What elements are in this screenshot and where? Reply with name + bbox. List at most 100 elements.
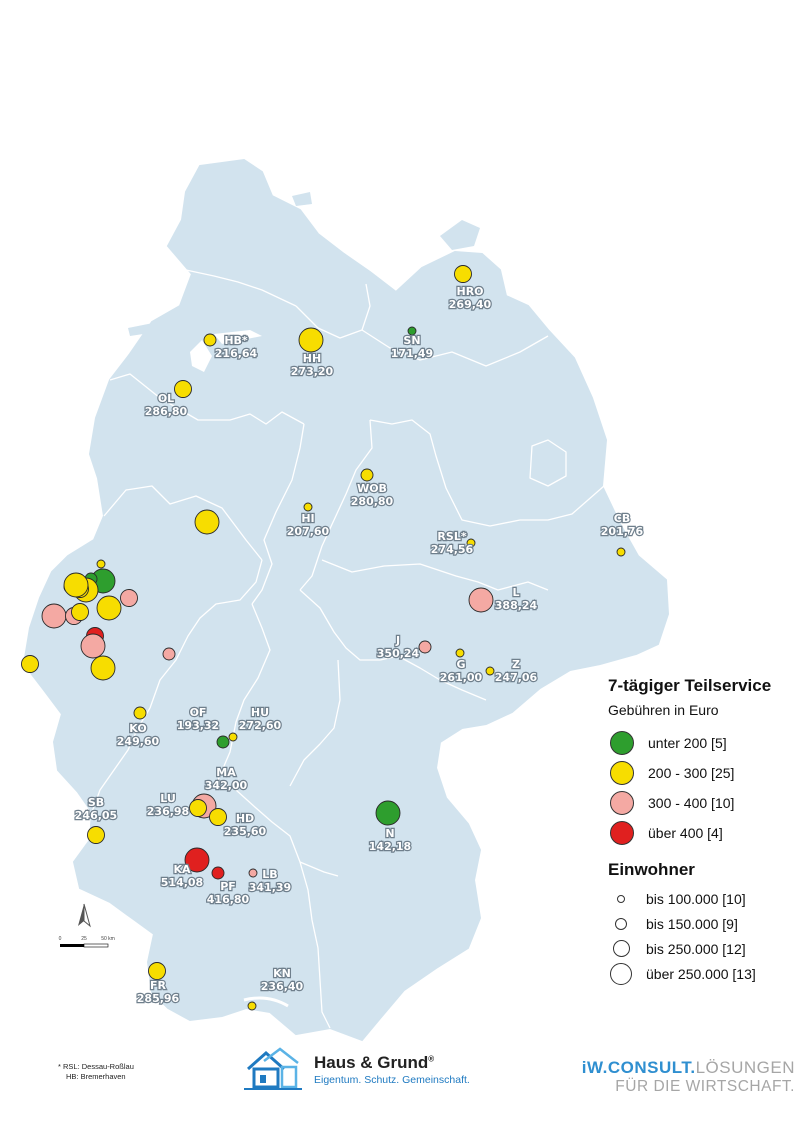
city-bubble-lu bbox=[189, 799, 207, 817]
population-size-circle bbox=[612, 940, 630, 957]
iw-tagline: FÜR DIE WIRTSCHAFT. bbox=[615, 1078, 795, 1095]
city-code-label: FR bbox=[150, 979, 167, 992]
city-code-label: HRO bbox=[456, 285, 483, 298]
city-fee-label: 142,18 bbox=[369, 840, 411, 853]
city-fee-label: 342,00 bbox=[205, 779, 248, 792]
baltic-island-ruegen bbox=[440, 220, 480, 250]
ruhr-city-bubble bbox=[194, 509, 220, 535]
city-code-label: KO bbox=[129, 722, 146, 735]
city-bubble-hb bbox=[203, 333, 217, 347]
city-fee-label: 236,98 bbox=[147, 805, 189, 818]
city-fee-label: 514,08 bbox=[161, 876, 203, 889]
elbe-estuary bbox=[214, 330, 262, 344]
iw-consult-logo: iW.CONSULT.LÖSUNGEN FÜR DIE WIRTSCHAFT. bbox=[555, 1058, 795, 1096]
population-class-legend-item: bis 100.000 [10] bbox=[608, 886, 808, 911]
city-bubble-n bbox=[375, 800, 401, 826]
ruhr-city-bubble bbox=[41, 603, 67, 629]
city-bubble-cb bbox=[616, 547, 626, 557]
city-code-label: HB* bbox=[224, 334, 248, 347]
fee-class-swatch bbox=[610, 761, 634, 785]
city-code-label: OF bbox=[190, 706, 207, 719]
city-bubble-ol bbox=[174, 380, 192, 398]
city-fee-label: 247,06 bbox=[495, 671, 538, 684]
scale-bar: 0 25 50 km bbox=[59, 936, 115, 948]
lake-constance bbox=[243, 996, 289, 1008]
city-fee-label: 249,60 bbox=[117, 735, 160, 748]
city-bubble-sb bbox=[87, 826, 105, 844]
fee-class-legend-item: unter 200 [5] bbox=[608, 728, 808, 758]
population-class-legend-item: bis 250.000 [12] bbox=[608, 936, 808, 961]
city-code-label: SB bbox=[88, 796, 104, 809]
city-code-label: KN bbox=[273, 967, 291, 980]
city-bubbles bbox=[87, 265, 626, 1011]
north-sea-islands bbox=[128, 320, 170, 336]
city-fee-label: 269,40 bbox=[449, 298, 492, 311]
city-code-label: CB bbox=[614, 512, 630, 525]
city-fee-label: 236,40 bbox=[261, 980, 304, 993]
population-size-circle bbox=[617, 894, 625, 903]
city-bubble-j bbox=[418, 640, 432, 654]
fee-class-swatch bbox=[610, 791, 634, 815]
city-fee-label: 286,80 bbox=[145, 405, 188, 418]
fee-class-swatch bbox=[610, 731, 634, 755]
city-fee-label: 216,64 bbox=[215, 347, 258, 360]
population-class-label: bis 100.000 [10] bbox=[646, 890, 746, 907]
city-fee-label: 193,32 bbox=[177, 719, 219, 732]
hg-tagline: Eigentum. Schutz. Gemeinschaft. bbox=[314, 1073, 470, 1086]
city-fee-label: 416,80 bbox=[207, 893, 250, 906]
city-fee-label: 207,60 bbox=[287, 525, 330, 538]
fee-class-label: 200 - 300 [25] bbox=[648, 765, 735, 781]
city-bubble-pf bbox=[211, 866, 225, 880]
city-code-label: SN bbox=[403, 334, 420, 347]
fee-class-legend-item: über 400 [4] bbox=[608, 818, 808, 848]
city-code-label: LU bbox=[160, 792, 176, 805]
fee-class-label: 300 - 400 [10] bbox=[648, 795, 735, 811]
city-fee-label: 273,20 bbox=[291, 365, 334, 378]
city-bubble-hi bbox=[303, 502, 313, 512]
city-code-label: LB bbox=[262, 868, 277, 881]
city-bubble-fr bbox=[148, 962, 166, 980]
house-icon bbox=[244, 1047, 302, 1090]
ruhr-bubbles bbox=[21, 509, 220, 681]
city-bubble-sn bbox=[407, 326, 417, 336]
haus-und-grund-logo: Haus & Grund® Eigentum. Schutz. Gemeinsc… bbox=[244, 1047, 470, 1091]
fee-class-legend-item: 200 - 300 [25] bbox=[608, 758, 808, 788]
city-fee-label: 350,24 bbox=[377, 647, 420, 660]
city-bubble-wob bbox=[360, 468, 374, 482]
city-bubble-ko bbox=[133, 706, 147, 720]
footnote-line-1: * RSL: Dessau-Roßlau bbox=[58, 1062, 134, 1071]
legend: 7-tägiger Teilservice Gebühren in Euro u… bbox=[608, 676, 808, 986]
population-size-circle bbox=[610, 962, 632, 985]
hg-name: Haus & Grund bbox=[314, 1052, 429, 1072]
ruhr-city-bubble bbox=[63, 572, 89, 598]
population-size-circle bbox=[615, 917, 627, 930]
city-code-label: RSL* bbox=[437, 530, 466, 543]
population-title: Einwohner bbox=[608, 860, 695, 879]
city-fee-label: 171,49 bbox=[391, 347, 433, 360]
ruhr-city-bubble bbox=[71, 603, 89, 621]
city-fee-label: 261,00 bbox=[440, 671, 483, 684]
city-bubble-l bbox=[468, 587, 494, 613]
city-code-label: OL bbox=[158, 392, 174, 405]
city-code-label: MA bbox=[216, 766, 236, 779]
city-fee-label: 246,05 bbox=[75, 809, 117, 822]
hg-registered: ® bbox=[428, 1053, 435, 1063]
population-class-label: über 250.000 [13] bbox=[646, 965, 756, 982]
city-bubble-hh bbox=[298, 327, 324, 353]
ruhr-city-bubble bbox=[120, 589, 138, 607]
baltic-island-fehmarn bbox=[292, 192, 312, 206]
city-code-label: N bbox=[385, 827, 394, 840]
fee-class-legend-item: 300 - 400 [10] bbox=[608, 788, 808, 818]
city-bubble-ka bbox=[184, 847, 210, 873]
city-code-label: PF bbox=[220, 880, 236, 893]
ruhr-city-bubble bbox=[96, 595, 122, 621]
city-fee-label: 201,76 bbox=[601, 525, 644, 538]
city-bubble-kn bbox=[247, 1001, 257, 1011]
city-code-label: HD bbox=[236, 812, 254, 825]
city-fee-label: 280,80 bbox=[351, 495, 394, 508]
city-fee-label: 235,60 bbox=[224, 825, 267, 838]
ruhr-city-bubble bbox=[162, 647, 176, 661]
city-code-label: G bbox=[456, 658, 465, 671]
city-code-label: J bbox=[395, 634, 400, 647]
